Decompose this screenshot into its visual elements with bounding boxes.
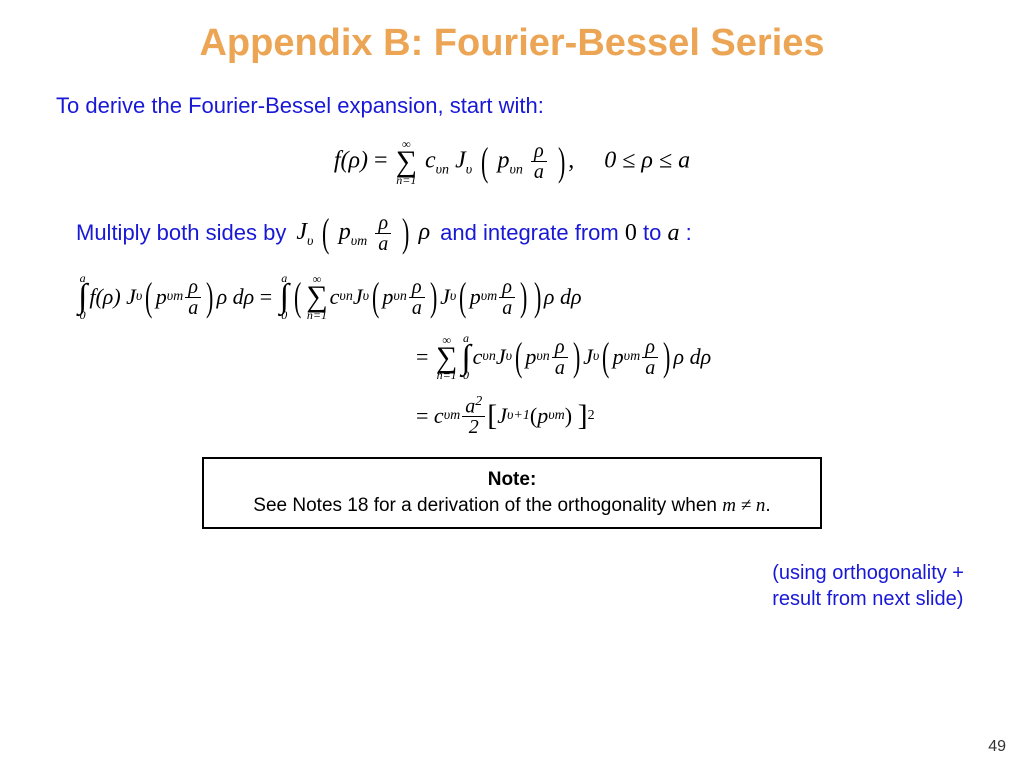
derivation-line-2: = ∞ ∑ n=1 a ∫ 0 cυn Jυ ( pυn ρa ) Jυ ( p… — [76, 334, 1024, 380]
multiply-text: Multiply both sides by — [76, 220, 286, 246]
note-body: See Notes 18 for a derivation of the ort… — [253, 495, 770, 516]
eq1-lhs: f(ρ) — [334, 147, 368, 173]
derivation-line-1: a ∫ 0 f(ρ) Jυ ( pυm ρa ) ρ dρ = a ∫ 0 ( … — [76, 274, 1024, 320]
instruction-row: Multiply both sides by Jυ ( pυm ρ a ) ρ … — [0, 197, 1024, 254]
summation-symbol: ∞ ∑ n=1 — [396, 139, 417, 185]
weight-function: Jυ ( pυm ρ a ) ρ — [296, 213, 430, 254]
note-box: Note: See Notes 18 for a derivation of t… — [202, 457, 822, 528]
note-title: Note: — [488, 469, 537, 490]
eq1-domain: 0 ≤ ρ ≤ a — [604, 147, 690, 173]
equation-expansion: f(ρ) = ∞ ∑ n=1 cυn Jυ ( pυn ρ a ), 0 ≤ ρ… — [0, 119, 1024, 197]
integrate-text: and integrate from 0 to a : — [440, 220, 692, 247]
derivation-line-3: = cυm a2 2 [ Jυ+1 ( pυm ) ] 2 — [76, 395, 1024, 438]
page-number: 49 — [988, 738, 1006, 756]
slide-title: Appendix B: Fourier-Bessel Series — [0, 0, 1024, 75]
side-note: (using orthogonality + result from next … — [772, 560, 964, 612]
derivation-block: a ∫ 0 f(ρ) Jυ ( pυm ρa ) ρ dρ = a ∫ 0 ( … — [0, 254, 1024, 437]
fraction-rho-a: ρ a — [531, 141, 547, 182]
intro-text: To derive the Fourier-Bessel expansion, … — [0, 75, 1024, 119]
